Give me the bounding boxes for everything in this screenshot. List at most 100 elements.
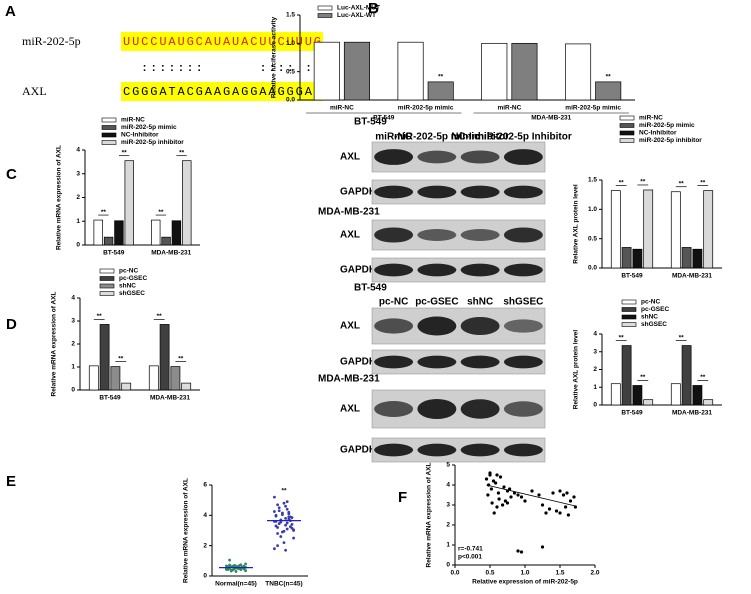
legend-swatch	[99, 283, 115, 289]
point	[554, 509, 559, 513]
band	[503, 185, 543, 199]
point	[568, 499, 573, 503]
x-tick-label: 1.5	[555, 570, 564, 577]
point	[558, 489, 562, 493]
point	[276, 544, 279, 548]
band	[460, 443, 500, 457]
y-tick-label: 3	[76, 170, 80, 177]
point	[285, 521, 289, 525]
bar	[610, 190, 621, 269]
band	[417, 316, 457, 336]
point	[488, 471, 492, 475]
row-label: GAPDH	[340, 187, 376, 198]
y-tick-label: 0	[76, 242, 80, 249]
band	[417, 185, 457, 199]
sig-label: **	[118, 355, 124, 362]
point	[225, 564, 228, 568]
point	[287, 512, 291, 516]
point	[496, 491, 500, 495]
legend-swatch	[99, 291, 115, 296]
legend-swatch	[317, 5, 333, 11]
bar	[88, 365, 99, 391]
legend-swatch	[621, 314, 637, 320]
bar	[703, 190, 714, 269]
point	[274, 514, 278, 518]
y-axis-title: Relative mRNA expression of AXL	[51, 291, 58, 396]
legend-swatch	[99, 268, 115, 274]
point	[284, 523, 287, 527]
band	[374, 355, 414, 369]
band	[503, 319, 543, 333]
legend-swatch	[101, 117, 117, 123]
bar	[670, 383, 681, 406]
band	[503, 149, 543, 165]
y-tick-label: 3	[446, 502, 450, 509]
y-tick-label: 3	[593, 348, 597, 355]
band	[417, 150, 457, 164]
panel-label: A	[5, 3, 16, 20]
point	[523, 499, 527, 503]
point	[572, 495, 576, 499]
cell-line-label: BT-549	[354, 283, 387, 294]
legend-label: miR-202-5p inhibitor	[121, 139, 184, 146]
legend-label: miR-202-5p mimic	[639, 122, 695, 129]
fit-line	[486, 484, 576, 507]
y-tick-label: 2	[76, 194, 80, 201]
point	[540, 545, 545, 549]
lane-label: pc-NC	[379, 297, 408, 308]
bar	[110, 366, 121, 391]
band	[374, 227, 414, 243]
point	[494, 481, 498, 485]
bar	[692, 385, 703, 406]
y-tick-label: 1	[76, 218, 80, 225]
bar	[511, 42, 538, 101]
x-tick-label: miR-NC	[330, 105, 354, 112]
bar	[181, 382, 192, 391]
legend-label: Luc-AXL-WT	[337, 12, 376, 19]
mirna-sequence: UUCCUAUGCAUAUACUUCUUUG	[123, 35, 321, 49]
point	[290, 523, 294, 526]
y-tick-label: 0.0	[588, 265, 597, 272]
legend-label: shNC	[119, 283, 136, 290]
point	[284, 548, 287, 552]
point	[282, 529, 286, 533]
bar	[643, 399, 654, 406]
row-label: AXL	[340, 152, 360, 163]
point	[285, 527, 289, 531]
point	[274, 524, 278, 528]
bar	[114, 220, 124, 246]
bar	[93, 219, 103, 246]
y-tick-label: 4	[76, 147, 80, 154]
point	[242, 567, 246, 571]
point	[486, 493, 490, 497]
legend-label: miR-NC	[639, 115, 663, 122]
y-tick-label: 2	[203, 542, 207, 549]
band	[417, 355, 457, 369]
lane-label: miR-NC	[375, 132, 412, 143]
point	[519, 550, 524, 554]
highlight	[121, 82, 323, 101]
legend-label: shGSEC	[641, 321, 667, 328]
legend-label: miR-202-5p mimic	[121, 124, 177, 131]
x-tick-label: MDA-MB-231	[150, 395, 190, 402]
point	[498, 475, 503, 479]
bar	[171, 220, 182, 246]
legend-label: shGSEC	[119, 290, 145, 297]
point	[228, 558, 232, 562]
y-tick-label: 4	[203, 512, 207, 519]
bar	[565, 43, 592, 101]
point	[287, 515, 291, 519]
bar	[148, 365, 159, 391]
sig-label: **	[438, 74, 444, 81]
bar	[681, 247, 692, 269]
legend-swatch	[101, 140, 117, 145]
point	[490, 501, 494, 505]
x-tick-label: miR-NC	[497, 105, 521, 112]
bar	[159, 324, 170, 391]
target-name: AXL	[22, 84, 47, 98]
y-axis-title: Relative AXL protein level	[573, 330, 580, 410]
point	[244, 562, 248, 566]
point	[277, 506, 281, 510]
x-tick-label: BT-549	[103, 250, 125, 257]
point	[229, 569, 233, 573]
